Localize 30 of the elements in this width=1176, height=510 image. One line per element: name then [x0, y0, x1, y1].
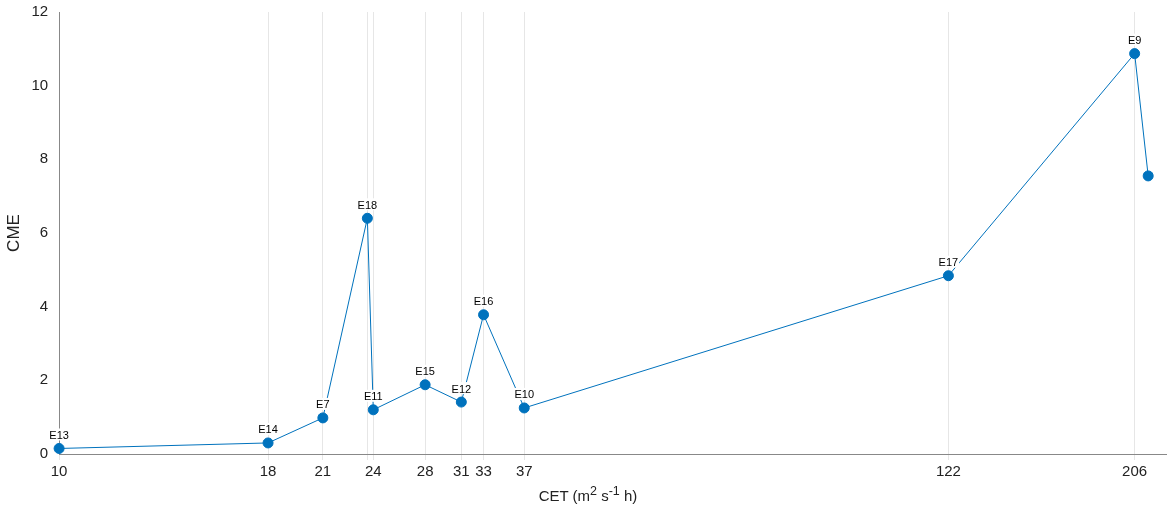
data-label: E13 — [49, 429, 69, 442]
y-tick-label: 2 — [39, 370, 49, 388]
y-tick-label: 12 — [31, 2, 49, 20]
x-tick-label: 31 — [452, 462, 470, 480]
y-axis-title: CME — [3, 214, 23, 252]
x-tick-label: 37 — [515, 462, 533, 480]
data-label: E12 — [451, 382, 472, 395]
data-label: E17 — [938, 256, 959, 269]
data-label: E18 — [357, 198, 378, 211]
data-label: E7 — [316, 398, 330, 411]
x-tick-label: 28 — [416, 462, 434, 480]
x-tick-label: 33 — [475, 462, 492, 480]
y-tick-label: 10 — [31, 75, 49, 93]
x-tick-label: 18 — [259, 462, 277, 480]
x-tick-label: 24 — [364, 462, 382, 480]
data-label: E15 — [415, 365, 435, 378]
x-axis-title: CET (m$^{2}$ s$^{-1}$ h) — [537, 484, 639, 504]
y-tick-label: 8 — [39, 149, 49, 167]
data-label: E14 — [258, 423, 278, 436]
data-label: E9 — [1127, 34, 1142, 47]
x-tick-label: 21 — [314, 462, 332, 480]
y-tick-label: 0 — [39, 444, 49, 462]
x-tick-label: 10 — [50, 462, 68, 480]
x-tick-label: 122 — [935, 462, 961, 480]
data-label: E16 — [473, 295, 494, 308]
y-tick-label: 6 — [39, 223, 49, 241]
y-tick-label: 4 — [39, 296, 49, 314]
data-label: E11 — [363, 390, 383, 403]
x-tick-label: 206 — [1122, 462, 1148, 480]
data-label: E10 — [514, 388, 535, 401]
